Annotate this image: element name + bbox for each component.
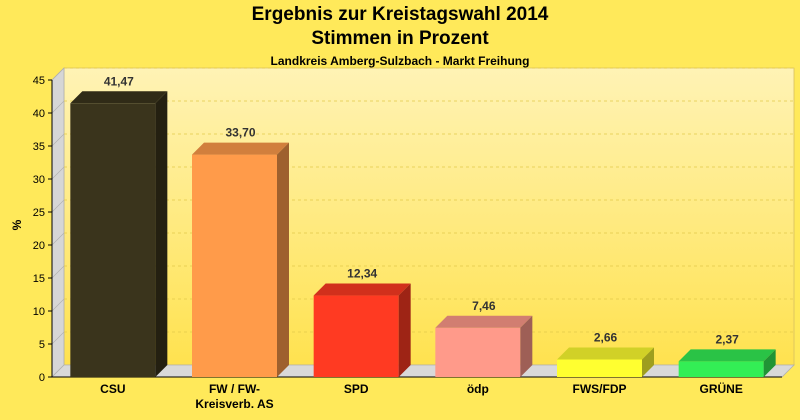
data-label: 41,47 — [104, 74, 134, 88]
y-axis-label: % — [10, 219, 24, 230]
chart-caption: Landkreis Amberg-Sulzbach - Markt Freihu… — [270, 54, 530, 68]
y-tick-label: 10 — [33, 306, 45, 318]
gridline-side — [51, 232, 65, 246]
bar — [70, 103, 156, 377]
x-tick-label: FW / FW-Kreisverb. AS — [195, 382, 273, 411]
back-wall — [63, 67, 795, 366]
y-tick-label: 5 — [39, 339, 45, 351]
bar-side — [277, 142, 289, 377]
bar — [435, 327, 521, 377]
y-tick-label: 45 — [33, 75, 45, 87]
x-tick-label: FWS/FDP — [573, 382, 627, 396]
y-tick-label: 30 — [33, 174, 45, 186]
gridline-side — [51, 298, 65, 312]
bar — [557, 359, 642, 377]
y-tick-label: 15 — [33, 273, 45, 285]
data-label: 12,34 — [347, 267, 377, 281]
bar-top — [70, 91, 168, 104]
gridline-side — [51, 265, 65, 279]
x-tick-label: SPD — [344, 382, 369, 396]
bar-side — [398, 283, 411, 377]
data-label: 2,66 — [594, 330, 618, 344]
y-tick-label: 0 — [39, 372, 45, 384]
gridline-side — [51, 199, 65, 213]
y-tick-label: 40 — [33, 108, 45, 120]
data-label: 33,70 — [225, 126, 255, 140]
gridline-side — [51, 133, 65, 147]
gridline-side — [51, 100, 65, 114]
bar — [313, 295, 399, 377]
bar-side — [642, 347, 654, 377]
data-label: 7,46 — [472, 299, 496, 313]
bar-side — [763, 349, 776, 377]
bar — [678, 361, 764, 377]
gridline-side — [51, 166, 65, 180]
bar-side — [520, 315, 533, 377]
x-tick-label: GRÜNE — [699, 381, 742, 396]
bar-top — [435, 315, 533, 328]
x-tick-label: CSU — [100, 382, 125, 396]
y-tick-label: 25 — [33, 207, 45, 219]
bar-top — [313, 283, 411, 296]
data-label: 2,37 — [715, 332, 739, 346]
bar-top — [678, 349, 776, 362]
gridline-side — [51, 67, 65, 81]
y-tick-label: 35 — [33, 141, 45, 153]
x-tick-label: ödp — [467, 382, 489, 396]
chart-title: Ergebnis zur Kreistagswahl 2014 — [251, 4, 549, 25]
bar-top — [557, 347, 654, 360]
bar-top — [192, 142, 289, 155]
side-wall — [51, 67, 65, 378]
bar — [192, 154, 277, 377]
gridline-side — [51, 331, 65, 345]
bar-side — [155, 91, 168, 377]
chart-subtitle: Stimmen in Prozent — [311, 28, 489, 49]
y-tick-label: 20 — [33, 240, 45, 252]
